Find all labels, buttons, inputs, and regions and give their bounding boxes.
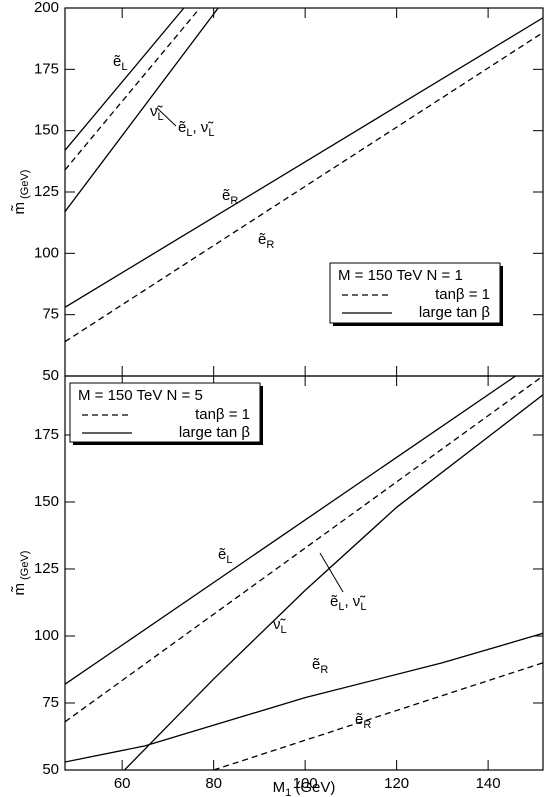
curve	[65, 31, 543, 343]
text-part: (GeV)	[291, 779, 335, 796]
subscript: L	[338, 601, 344, 613]
curve-label: ẽL	[113, 53, 127, 73]
leader-line	[319, 552, 344, 593]
curve-label: ẽL	[218, 546, 232, 566]
curve	[65, 8, 219, 212]
y-tick-label: 150	[34, 122, 59, 139]
curve	[65, 8, 201, 171]
curve	[213, 662, 543, 770]
legend-box	[69, 382, 261, 443]
curve-label: ẽR	[258, 231, 274, 251]
subscript: (GeV)	[19, 551, 31, 583]
legend-title: M = 150 TeV N = 5	[78, 387, 203, 404]
leader-line	[156, 107, 177, 127]
y-tick-label: 125	[34, 183, 59, 200]
text-part: ẽ	[218, 546, 226, 563]
text-part: m̃	[10, 202, 27, 215]
y-tick-label: 125	[34, 560, 59, 577]
text-part: M	[273, 779, 286, 796]
subscript: L	[186, 127, 192, 139]
y-tick-label: 175	[34, 426, 59, 443]
text-part: ẽ	[113, 53, 121, 70]
text-part: m̃	[10, 583, 27, 596]
subscript: R	[320, 664, 328, 676]
x-axis-label: M1 (GeV)	[273, 779, 336, 797]
subscript: L	[121, 61, 127, 73]
legend-label: large tan β	[419, 304, 491, 321]
plot-frame	[64, 375, 544, 771]
subscript: L	[281, 624, 287, 636]
curve-label: ẽL, ν̃L	[330, 593, 366, 613]
y-tick-label: 150	[34, 493, 59, 510]
curve	[65, 8, 185, 151]
text-part: ẽ	[330, 593, 338, 610]
y-tick-label: 175	[34, 60, 59, 77]
subscript: L	[226, 554, 232, 566]
curve	[65, 376, 516, 685]
curve-label: ν̃L	[273, 616, 287, 636]
y-tick-label: 75	[42, 306, 59, 323]
y-tick-label: 75	[42, 694, 59, 711]
y-axis-label: m̃ (GeV)	[10, 551, 30, 596]
subscript: R	[230, 195, 238, 207]
y-tick-label: 100	[34, 244, 59, 261]
subscript: R	[363, 719, 371, 731]
curve	[65, 632, 543, 763]
x-tick-label: 120	[384, 775, 409, 792]
y-tick-label: 100	[34, 627, 59, 644]
y-axis-label: m̃ (GeV)	[10, 170, 30, 215]
text-part: ẽ	[312, 656, 320, 673]
legend-label: large tan β	[179, 424, 251, 441]
subscript: L	[208, 127, 214, 139]
x-tick-label: 80	[205, 775, 222, 792]
x-tick-label: 140	[476, 775, 501, 792]
text-part: ẽ	[178, 119, 186, 136]
subscript: L	[360, 601, 366, 613]
legend-label: tanβ = 1	[435, 286, 490, 303]
x-tick-label: 60	[114, 775, 131, 792]
y-tick-label: 50	[42, 761, 59, 778]
curve	[124, 394, 543, 770]
curve-label: ẽR	[222, 187, 238, 207]
legend-title: M = 150 TeV N = 1	[338, 267, 463, 284]
curve-label: ẽR	[312, 656, 328, 676]
y-tick-label: 50	[42, 367, 59, 384]
y-tick-label: 200	[34, 0, 59, 16]
curve	[65, 376, 543, 723]
x-tick-label: 100	[293, 775, 318, 792]
text-part: ẽ	[355, 711, 363, 728]
curve	[65, 17, 543, 308]
text-part: ẽ	[258, 231, 266, 248]
curve-label: ẽL, ν̃L	[178, 119, 214, 139]
subscript: 1	[285, 787, 291, 797]
legend-label: tanβ = 1	[195, 406, 250, 423]
subscript: L	[158, 111, 164, 123]
text-part: ẽ	[222, 187, 230, 204]
subscript: (GeV)	[19, 170, 31, 202]
subscript: R	[266, 239, 274, 251]
curve-label: ẽR	[355, 711, 371, 731]
